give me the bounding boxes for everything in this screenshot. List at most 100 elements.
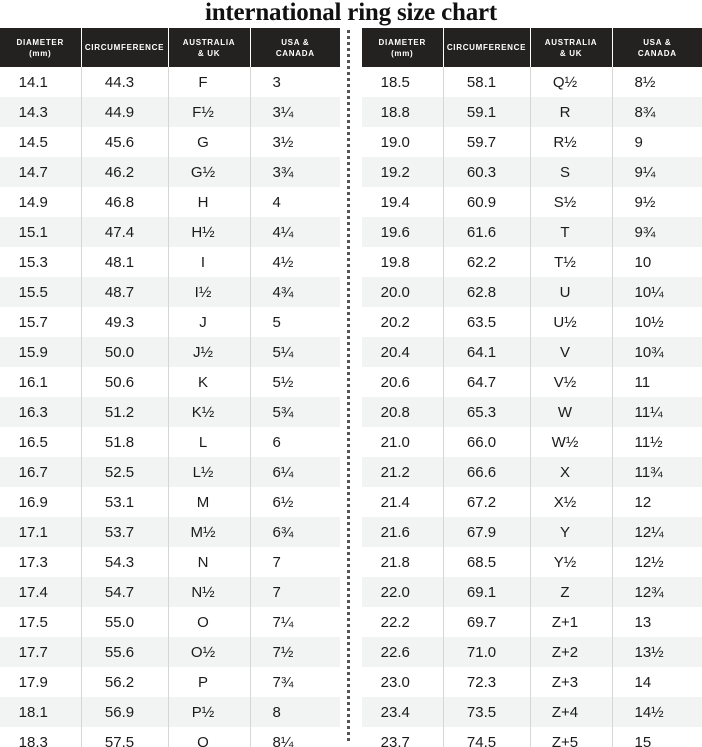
cell-usa-canada: 3½ [250,127,340,157]
cell-diameter: 14.1 [0,67,82,97]
cell-diameter: 20.8 [362,397,444,427]
cell-usa-canada: 12½ [612,547,702,577]
table-row: 14.5 45.6 G 3½ [0,127,340,157]
table-row: 19.4 60.9 S½ 9½ [362,187,702,217]
cell-australia-uk: R [530,97,613,127]
cell-diameter: 21.0 [362,427,444,457]
cell-australia-uk: Q [168,727,251,747]
cell-australia-uk: U [530,277,613,307]
column-header-circumference: CIRCUMFERENCE [443,28,531,67]
cell-circumference: 71.0 [443,637,531,667]
table-row: 17.4 54.7 N½ 7 [0,577,340,607]
table-row: 16.9 53.1 M 6½ [0,487,340,517]
cell-usa-canada: 10¼ [612,277,702,307]
cell-diameter: 14.7 [0,157,82,187]
column-header-diameter: DIAMETER (mm) [0,28,82,67]
cell-circumference: 66.6 [443,457,531,487]
cell-usa-canada: 10 [612,247,702,277]
table-row: 21.4 67.2 X½ 12 [362,487,702,517]
cell-diameter: 14.9 [0,187,82,217]
cell-circumference: 44.3 [81,67,169,97]
cell-usa-canada: 10½ [612,307,702,337]
cell-usa-canada: 6½ [250,487,340,517]
cell-diameter: 21.4 [362,487,444,517]
cell-australia-uk: U½ [530,307,613,337]
cell-australia-uk: N [168,547,251,577]
cell-usa-canada: 7 [250,577,340,607]
dotted-column-separator [347,30,350,744]
cell-diameter: 20.2 [362,307,444,337]
table-row: 23.0 72.3 Z+3 14 [362,667,702,697]
cell-australia-uk: I [168,247,251,277]
cell-australia-uk: M [168,487,251,517]
cell-australia-uk: H½ [168,217,251,247]
cell-usa-canada: 8¾ [612,97,702,127]
cell-diameter: 19.0 [362,127,444,157]
cell-diameter: 21.6 [362,517,444,547]
cell-diameter: 18.3 [0,727,82,747]
cell-diameter: 16.9 [0,487,82,517]
cell-circumference: 73.5 [443,697,531,727]
cell-australia-uk: Z+1 [530,607,613,637]
cell-australia-uk: Z+4 [530,697,613,727]
cell-usa-canada: 4 [250,187,340,217]
cell-usa-canada: 6¼ [250,457,340,487]
cell-australia-uk: M½ [168,517,251,547]
cell-circumference: 57.5 [81,727,169,747]
cell-australia-uk: S [530,157,613,187]
table-row: 18.1 56.9 P½ 8 [0,697,340,727]
cell-circumference: 44.9 [81,97,169,127]
cell-usa-canada: 4½ [250,247,340,277]
table-row: 16.7 52.5 L½ 6¼ [0,457,340,487]
table-row: 22.6 71.0 Z+2 13½ [362,637,702,667]
table-row: 23.7 74.5 Z+5 15 [362,727,702,747]
table-row: 19.6 61.6 T 9¾ [362,217,702,247]
cell-usa-canada: 5 [250,307,340,337]
cell-australia-uk: V½ [530,367,613,397]
cell-circumference: 47.4 [81,217,169,247]
table-row: 22.0 69.1 Z 12¾ [362,577,702,607]
cell-usa-canada: 7½ [250,637,340,667]
table-row: 18.8 59.1 R 8¾ [362,97,702,127]
cell-australia-uk: L½ [168,457,251,487]
tables-container: DIAMETER (mm) CIRCUMFERENCE AUSTRALIA & … [0,28,702,747]
table-row: 20.8 65.3 W 11¼ [362,397,702,427]
cell-usa-canada: 9¼ [612,157,702,187]
cell-diameter: 18.8 [362,97,444,127]
cell-diameter: 19.4 [362,187,444,217]
cell-australia-uk: Z+2 [530,637,613,667]
table-row: 21.8 68.5 Y½ 12½ [362,547,702,577]
table-row: 15.3 48.1 I 4½ [0,247,340,277]
page-title: international ring size chart [204,0,498,26]
cell-circumference: 50.0 [81,337,169,367]
cell-circumference: 55.6 [81,637,169,667]
cell-usa-canada: 9 [612,127,702,157]
table-right-header: DIAMETER (mm) CIRCUMFERENCE AUSTRALIA & … [362,28,702,67]
cell-australia-uk: X½ [530,487,613,517]
cell-diameter: 19.8 [362,247,444,277]
cell-australia-uk: N½ [168,577,251,607]
cell-diameter: 21.8 [362,547,444,577]
cell-usa-canada: 12¾ [612,577,702,607]
cell-usa-canada: 6¾ [250,517,340,547]
table-row: 17.5 55.0 O 7¼ [0,607,340,637]
cell-australia-uk: X [530,457,613,487]
cell-diameter: 14.5 [0,127,82,157]
column-header-australia-uk: AUSTRALIA & UK [168,28,251,67]
cell-australia-uk: R½ [530,127,613,157]
cell-circumference: 49.3 [81,307,169,337]
cell-australia-uk: O [168,607,251,637]
cell-diameter: 15.5 [0,277,82,307]
table-row: 18.5 58.1 Q½ 8½ [362,67,702,97]
table-row: 16.1 50.6 K 5½ [0,367,340,397]
table-row: 17.3 54.3 N 7 [0,547,340,577]
cell-usa-canada: 11¾ [612,457,702,487]
cell-australia-uk: K [168,367,251,397]
cell-usa-canada: 7¾ [250,667,340,697]
table-row: 14.3 44.9 F½ 3¼ [0,97,340,127]
cell-australia-uk: T½ [530,247,613,277]
cell-circumference: 74.5 [443,727,531,747]
table-row: 15.9 50.0 J½ 5¼ [0,337,340,367]
cell-usa-canada: 11¼ [612,397,702,427]
table-row: 19.8 62.2 T½ 10 [362,247,702,277]
